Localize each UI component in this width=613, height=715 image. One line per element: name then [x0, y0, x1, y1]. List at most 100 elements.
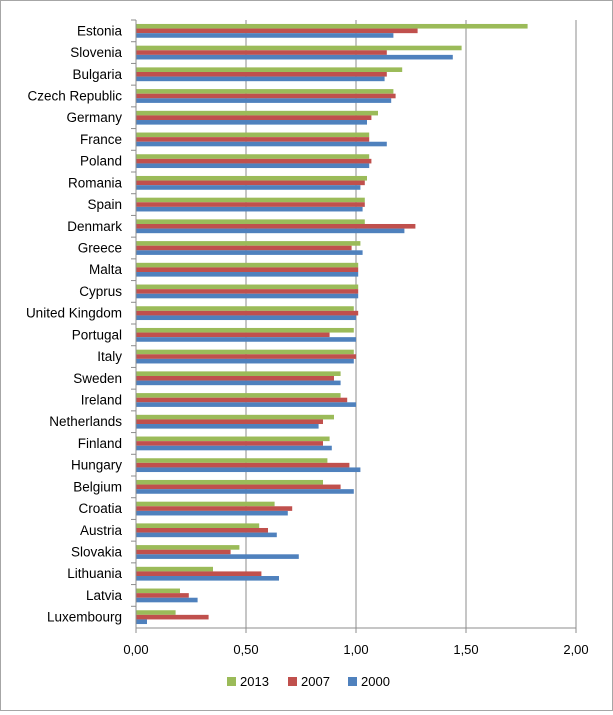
bar-2013 [136, 45, 462, 51]
bar-2000 [136, 98, 392, 103]
bar-2013 [136, 284, 359, 290]
bar-2007 [136, 180, 365, 186]
bar-2000 [136, 532, 277, 538]
bar-2007 [136, 332, 330, 338]
bar-2007 [136, 593, 189, 598]
bar-2007 [136, 506, 293, 511]
bar-2013 [136, 393, 341, 398]
bars [136, 23, 528, 625]
bar-2013 [136, 306, 354, 311]
bar-2013 [136, 23, 528, 29]
bar-2013 [136, 154, 370, 159]
bar-2007 [136, 223, 416, 229]
bar-2000 [136, 54, 453, 60]
bar-2013 [136, 327, 354, 333]
legend-swatch [288, 677, 297, 686]
bar-2007 [136, 50, 387, 55]
bar-2013 [136, 219, 365, 224]
bar-2007 [136, 310, 359, 316]
category-label: Italy [97, 349, 122, 364]
category-label: Latvia [86, 588, 123, 603]
bar-2000 [136, 120, 367, 125]
legend-label: 2000 [361, 674, 390, 689]
bar-2007 [136, 527, 268, 533]
bar-2000 [136, 33, 394, 38]
bar-2000 [136, 402, 356, 407]
x-tick-label: 1,50 [453, 642, 478, 657]
category-label: Lithuania [67, 566, 122, 581]
category-label: Greece [78, 241, 122, 256]
bar-2013 [136, 523, 260, 528]
bar-2013 [136, 349, 354, 355]
category-label: Netherlands [49, 414, 122, 429]
bar-2007 [136, 28, 418, 34]
bar-2000 [136, 445, 332, 451]
category-label: Bulgaria [72, 67, 122, 82]
bar-2000 [136, 380, 341, 386]
category-label: Belgium [73, 479, 122, 494]
bar-2013 [136, 458, 328, 463]
bar-2000 [136, 206, 363, 212]
legend-swatch [348, 677, 357, 686]
bar-2000 [136, 424, 319, 429]
bar-2000 [136, 358, 354, 364]
bar-2007 [136, 202, 365, 207]
bar-2007 [136, 93, 396, 99]
category-label: Croatia [78, 501, 122, 516]
bar-2013 [136, 197, 365, 203]
bar-2000 [136, 597, 198, 603]
bar-2000 [136, 228, 405, 234]
category-label: Slovenia [70, 45, 122, 60]
bar-2013 [136, 566, 213, 572]
x-tick-labels: 0,00 0,50 1,00 1,50 2,00 [123, 642, 588, 657]
bar-2000 [136, 554, 299, 559]
bar-2000 [136, 337, 356, 342]
bar-2013 [136, 371, 341, 376]
bar-2013 [136, 501, 275, 507]
bar-2000 [136, 163, 370, 169]
bar-2013 [136, 89, 394, 94]
category-label: Hungary [71, 458, 122, 473]
bar-2000 [136, 489, 354, 494]
bar-2000 [136, 467, 361, 473]
bar-2007 [136, 115, 372, 121]
category-label: Cyprus [79, 284, 122, 299]
category-label: Luxembourg [47, 610, 122, 625]
category-label: Sweden [73, 371, 122, 386]
category-label: Portugal [72, 327, 122, 342]
x-tick-label: 1,00 [343, 642, 368, 657]
legend: 2013 2007 2000 [227, 674, 390, 689]
x-tick-label: 2,00 [563, 642, 588, 657]
bar-2013 [136, 479, 323, 485]
category-label: Germany [66, 110, 122, 125]
category-label: Spain [87, 197, 122, 212]
bar-2013 [136, 67, 403, 72]
x-tick-label: 0,50 [233, 642, 258, 657]
legend-label: 2013 [240, 674, 269, 689]
bar-2000 [136, 250, 363, 255]
bar-2007 [136, 441, 323, 446]
category-label: Ireland [81, 393, 122, 408]
bar-2007 [136, 484, 341, 490]
category-label: Estonia [77, 23, 123, 38]
bar-2007 [136, 549, 231, 555]
bar-2007 [136, 397, 348, 403]
bar-2000 [136, 272, 359, 277]
bar-2000 [136, 76, 385, 82]
bar-2000 [136, 141, 387, 147]
bar-2000 [136, 619, 147, 625]
category-label: Finland [78, 436, 122, 451]
axes [131, 19, 577, 633]
bar-2013 [136, 610, 176, 615]
legend-label: 2007 [301, 674, 330, 689]
bar-2007 [136, 614, 209, 620]
bar-2000 [136, 293, 359, 299]
category-label: Czech Republic [27, 89, 122, 104]
category-label: Malta [89, 262, 123, 277]
category-label: United Kingdom [26, 306, 122, 321]
bar-2007 [136, 289, 359, 294]
bar-2013 [136, 545, 240, 550]
bar-2007 [136, 354, 356, 359]
